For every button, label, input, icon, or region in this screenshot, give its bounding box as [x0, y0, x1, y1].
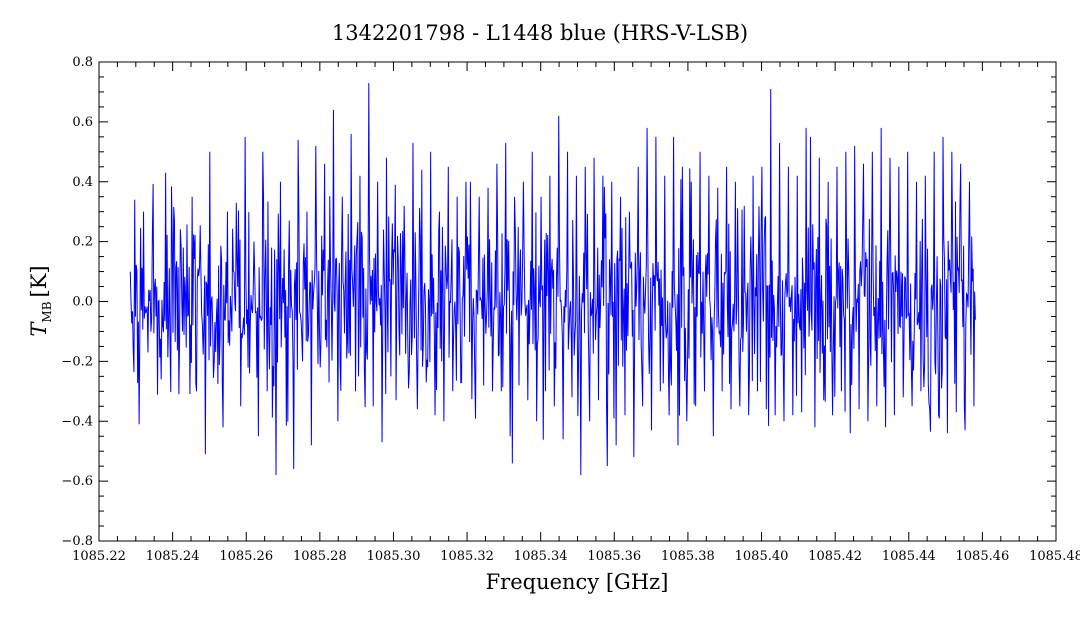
y-tick-label: −0.8 — [61, 534, 93, 549]
x-tick-label: 1085.42 — [808, 549, 862, 564]
x-tick-label: 1085.28 — [293, 549, 347, 564]
x-axis-title: Frequency [GHz] — [486, 570, 669, 594]
y-tick-label: 0.6 — [72, 115, 93, 130]
y-tick-label: −0.6 — [61, 474, 93, 489]
x-tick-label: 1085.46 — [956, 549, 1010, 564]
y-tick-label: 0.4 — [72, 175, 93, 190]
x-tick-label: 1085.40 — [735, 549, 789, 564]
x-tick-label: 1085.48 — [1029, 549, 1080, 564]
x-tick-label: 1085.36 — [587, 549, 641, 564]
y-tick-label: −0.4 — [61, 414, 93, 429]
y-tick-label: 0.2 — [72, 235, 93, 250]
x-tick-label: 1085.26 — [219, 549, 273, 564]
y-tick-label: 0.8 — [72, 55, 93, 70]
svg-text:TMB[K]: TMB [K] — [27, 265, 54, 336]
x-tick-label: 1085.38 — [661, 549, 715, 564]
y-axis-title: TMB [K] — [27, 265, 54, 336]
x-tick-label: 1085.30 — [367, 549, 421, 564]
y-axis-title-subscript: MB — [40, 301, 54, 322]
x-tick-label: 1085.32 — [440, 549, 494, 564]
y-tick-label: −0.2 — [61, 354, 93, 369]
series-group — [129, 82, 976, 476]
chart-title: 1342201798 - L1448 blue (HRS-V-LSB) — [332, 21, 748, 45]
x-tick-label: 1085.44 — [882, 549, 936, 564]
plot-frame — [98, 61, 1057, 542]
y-axis-title-unit: [K] — [27, 265, 51, 297]
y-tick-label: 0.0 — [72, 295, 93, 310]
x-axis-ticks: 1085.22 1085.24 1085.26 1085.28 1085.30 1085.… — [72, 62, 1080, 564]
x-tick-label: 1085.24 — [146, 549, 200, 564]
y-axis-ticks: −0.8 −0.6 −0.4 −0.2 0.0 0.2 0.4 0.6 0.8 — [61, 55, 1056, 549]
spectrum-series-line — [129, 82, 976, 476]
x-tick-label: 1085.22 — [72, 549, 126, 564]
x-tick-label: 1085.34 — [514, 549, 568, 564]
y-axis-title-main: T — [27, 321, 51, 337]
